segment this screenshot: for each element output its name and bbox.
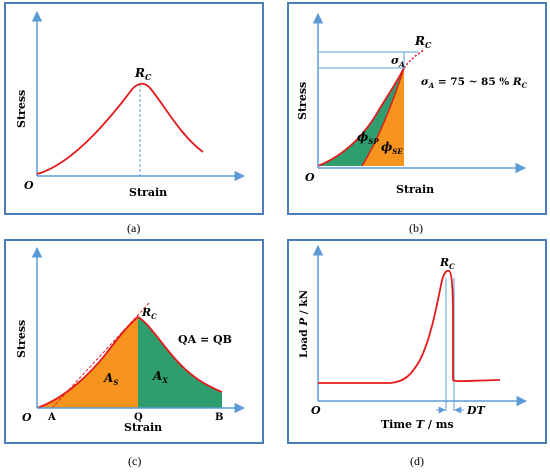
panel-b-equation: σA = 75 ~ 85 % RC [421,76,528,90]
panel-b-caption: (b) [409,221,423,235]
panel-a-xlabel: Strain [129,186,167,199]
panel-c-stress-curve [36,315,223,409]
panel-d-frame [287,239,547,444]
panel-d-caption: (d) [410,454,424,468]
panel-c-tangent-line [51,301,151,409]
panel-c-ylabel: Stress [15,320,28,358]
panel-d-ylabel: Load P / kN [298,289,310,358]
panel-b-peak-label: RC [414,34,432,50]
panel-a: RC Stress Strain O (a) [4,2,264,235]
panel-a-peak-label: RC [134,66,152,82]
panel-c-as-area [37,317,138,408]
panel-b-phi-se-area [362,68,404,166]
panel-c-peak-label: RC [141,306,157,321]
panel-c-point-b: B [215,412,223,423]
panel-a-frame [4,2,264,215]
panel-c-point-a: A [47,412,56,423]
panel-d-dt-label: DT [466,404,486,417]
panel-a-stress-curve [36,82,204,175]
panel-b-phi-sp-label: ϕSP [357,130,379,146]
panel-c-ratio-label: QA = QB [178,333,232,346]
panel-b-phi-se-label: ϕSE [381,140,403,156]
panel-c-point-q: Q [134,412,143,423]
panel-b: RC σA σA = 75 ~ 85 % RC ϕSP ϕSE Stress S… [287,2,547,235]
panel-b-frame [287,2,547,215]
panel-a-ylabel: Stress [15,90,28,128]
panel-b-stress-curve [317,67,405,167]
panel-b-unload-curve [361,67,405,167]
panel-c-xlabel: Strain [124,421,162,434]
panel-b-extension-curve [403,49,425,69]
panel-c-frame [4,239,264,444]
panel-c-ax-area [138,317,222,408]
panel-c-caption: (c) [128,454,141,468]
panel-b-sigma-label: σA [391,54,405,69]
panel-b-xlabel: Strain [396,183,434,196]
panel-d: RC DT Load P / kN Time T / ms O (d) [287,239,547,468]
panel-d-xlabel: Time T / ms [381,418,454,431]
panel-b-origin: O [305,171,315,184]
panel-d-load-curve [318,269,501,384]
panel-a-origin: O [24,179,34,192]
panel-c: RC QA = QB AS AX A Q B Stress Strain O (… [4,239,264,468]
panel-c-ax-label: AX [152,369,168,385]
panel-a-caption: (a) [127,221,140,235]
panel-d-peak-label: RC [439,256,455,271]
panel-b-ylabel: Stress [296,82,309,120]
panel-c-origin: O [22,411,32,424]
panel-c-as-label: AS [103,371,118,387]
panel-d-origin: O [311,404,321,417]
